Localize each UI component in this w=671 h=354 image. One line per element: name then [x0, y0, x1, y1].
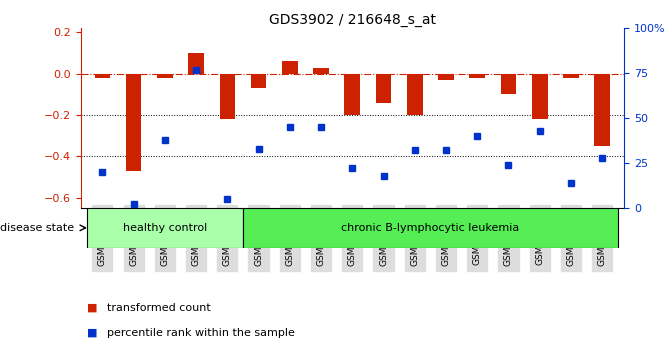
Bar	[126, 74, 142, 171]
Bar	[438, 74, 454, 80]
Bar	[243, 208, 618, 248]
Bar	[595, 74, 610, 146]
Bar	[407, 74, 423, 115]
Bar	[313, 68, 329, 74]
Bar	[470, 74, 485, 78]
Text: ■: ■	[87, 328, 98, 338]
Bar	[157, 74, 172, 78]
Bar	[532, 74, 548, 119]
Text: ■: ■	[87, 303, 98, 313]
Title: GDS3902 / 216648_s_at: GDS3902 / 216648_s_at	[269, 13, 435, 27]
Text: healthy control: healthy control	[123, 223, 207, 233]
Bar	[189, 53, 204, 74]
Bar	[563, 74, 579, 78]
Bar	[282, 61, 298, 74]
Bar	[251, 74, 266, 88]
Bar	[87, 208, 243, 248]
Text: disease state: disease state	[0, 223, 78, 233]
Bar	[219, 74, 235, 119]
Text: transformed count: transformed count	[107, 303, 211, 313]
Text: percentile rank within the sample: percentile rank within the sample	[107, 328, 295, 338]
Text: chronic B-lymphocytic leukemia: chronic B-lymphocytic leukemia	[342, 223, 519, 233]
Bar	[95, 74, 110, 78]
Bar	[501, 74, 516, 95]
Bar	[376, 74, 391, 103]
Bar	[344, 74, 360, 115]
